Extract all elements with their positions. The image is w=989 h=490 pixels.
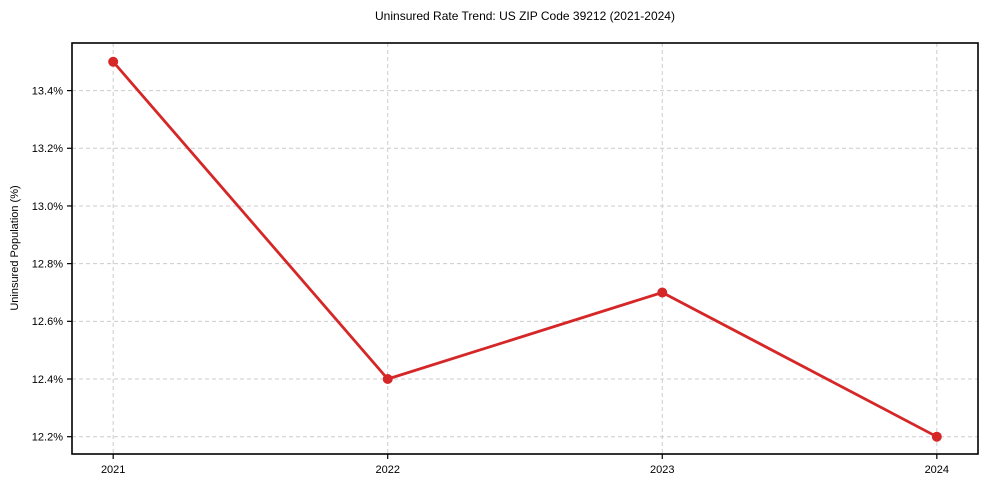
plot-border [71,42,979,455]
data-point-2024 [931,431,942,442]
x-tick-label: 2023 [650,464,674,476]
y-axis-label: Uninsured Population (%) [9,185,21,311]
y-tick-label: 13.2% [32,143,63,155]
y-tick-label: 12.4% [32,374,63,386]
y-tick-label: 12.6% [32,316,63,328]
y-tick-label: 13.0% [32,201,63,213]
x-tick-label: 2021 [101,464,125,476]
x-tick-label: 2024 [925,464,949,476]
y-tick-label: 12.8% [32,258,63,270]
trend-line [111,60,939,439]
plot-area [72,43,978,454]
data-point-2023 [657,287,668,298]
y-tick-label: 13.4% [32,85,63,97]
y-tick-label: 12.2% [32,432,63,444]
data-point-2021 [108,56,119,67]
x-tick-label: 2022 [375,464,399,476]
chart-title: Uninsured Rate Trend: US ZIP Code 39212 … [375,9,675,23]
data-point-2022 [382,374,393,385]
